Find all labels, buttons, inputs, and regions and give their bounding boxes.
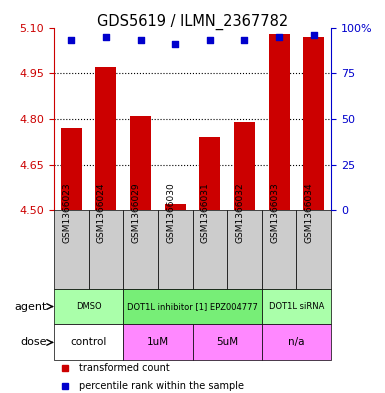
Bar [296,210,331,288]
Bar [123,210,158,288]
Point [311,32,317,38]
Text: GSM1366029: GSM1366029 [132,182,141,243]
Bar [192,325,262,360]
Bar [234,122,255,210]
Bar [54,325,123,360]
Text: control: control [70,338,107,347]
Text: n/a: n/a [288,338,305,347]
Point [241,37,248,44]
Text: DOT1L inhibitor [1] EPZ004777: DOT1L inhibitor [1] EPZ004777 [127,302,258,311]
Bar [199,137,220,210]
Text: GDS5619 / ILMN_2367782: GDS5619 / ILMN_2367782 [97,14,288,30]
Text: DOT1L siRNA: DOT1L siRNA [269,302,324,311]
Text: percentile rank within the sample: percentile rank within the sample [79,381,244,391]
Point [276,33,282,40]
Bar [95,67,116,210]
Text: GSM1366032: GSM1366032 [236,182,244,243]
Bar [192,210,227,288]
Text: GSM1366024: GSM1366024 [97,182,106,243]
Point [68,37,74,44]
Bar [303,37,324,210]
Text: 5uM: 5uM [216,338,238,347]
Bar [54,210,89,288]
Bar [130,116,151,210]
Text: transformed count: transformed count [79,363,170,373]
Text: GSM1366023: GSM1366023 [62,182,71,243]
Bar [165,204,186,210]
Bar [123,288,262,325]
Bar [262,325,331,360]
Bar [54,288,123,325]
Bar [123,325,192,360]
Bar [269,33,290,210]
Text: dose: dose [20,338,47,347]
Text: GSM1366031: GSM1366031 [201,182,210,243]
Text: 1uM: 1uM [147,338,169,347]
Text: GSM1366033: GSM1366033 [270,182,279,243]
Text: DMSO: DMSO [76,302,101,311]
Bar [158,210,192,288]
Point [172,41,178,47]
Bar [61,128,82,210]
Point [137,37,144,44]
Bar [89,210,123,288]
Bar [262,210,296,288]
Text: GSM1366030: GSM1366030 [166,182,175,243]
Text: GSM1366034: GSM1366034 [305,182,314,243]
Point [103,33,109,40]
Bar [262,288,331,325]
Point [207,37,213,44]
Bar [227,210,262,288]
Text: agent: agent [15,301,47,312]
